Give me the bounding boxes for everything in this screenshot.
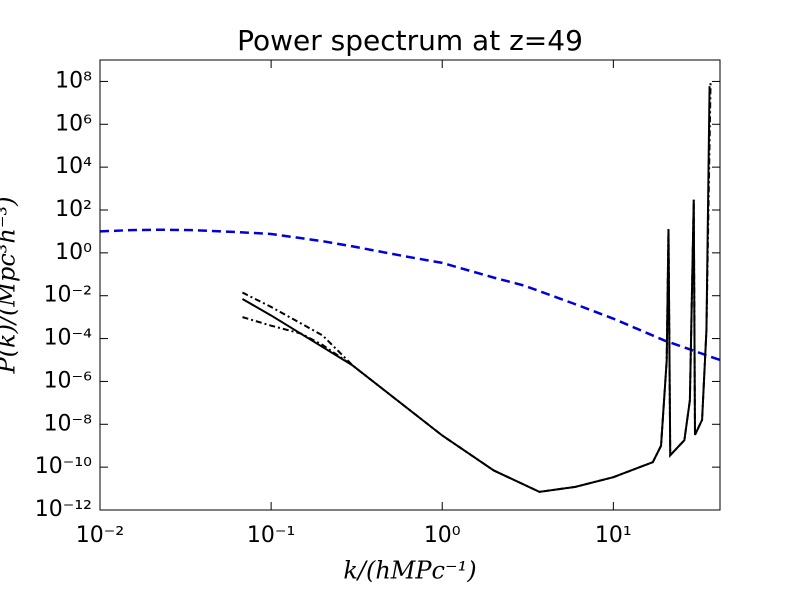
data-line (242, 81, 712, 493)
x-tick-label: 10¹ (595, 523, 632, 548)
x-tick-label: 10⁻² (76, 523, 124, 548)
y-tick-label: 10⁻⁶ (44, 368, 93, 393)
y-tick-label: 10⁻¹² (35, 497, 92, 522)
chart-title: Power spectrum at z=49 (237, 24, 583, 57)
data-line (242, 316, 354, 367)
plot-frame (99, 59, 721, 511)
y-tick-label: 10⁶ (55, 111, 92, 136)
y-axis-label: P(k)/(Mpc³h⁻³) (0, 197, 21, 375)
y-tick-label: 10⁻² (44, 283, 92, 308)
y-tick-label: 10² (55, 197, 92, 222)
x-tick-label: 10⁰ (424, 523, 461, 548)
y-tick-label: 10⁸ (55, 68, 92, 93)
data-line (100, 228, 720, 362)
y-tick-label: 10⁻¹⁰ (35, 454, 92, 479)
y-tick-label: 10⁻⁸ (44, 411, 93, 436)
y-tick-label: 10⁴ (55, 154, 92, 179)
x-axis-label: k/(hMPc⁻¹) (343, 557, 476, 585)
y-tick-label: 10⁻⁴ (44, 326, 93, 351)
x-tick-label: 10⁻¹ (247, 523, 295, 548)
y-tick-label: 10⁰ (55, 240, 92, 265)
